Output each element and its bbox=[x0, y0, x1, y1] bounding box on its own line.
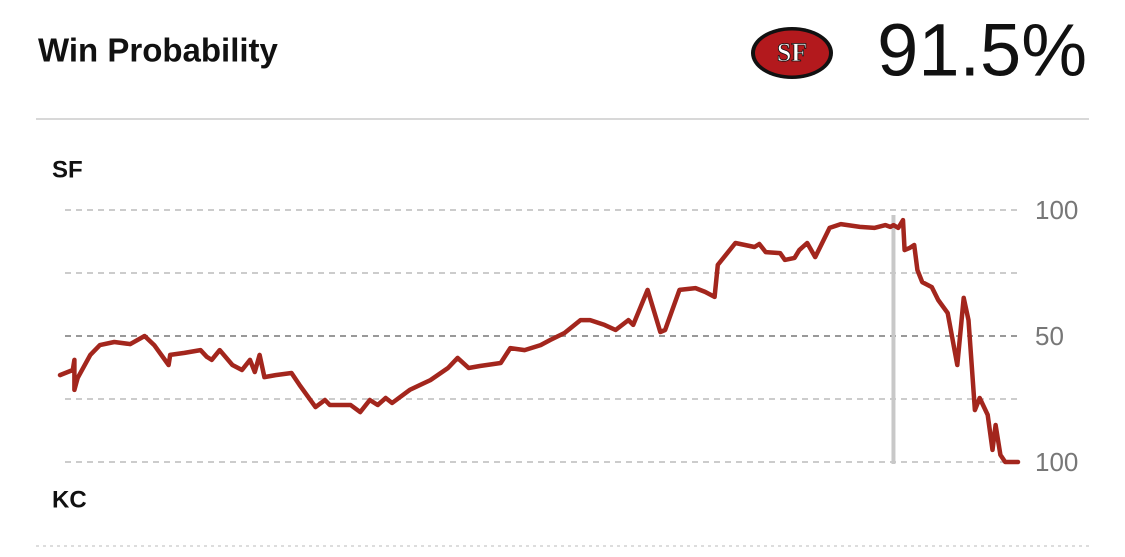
team-logo: SF bbox=[751, 27, 833, 79]
logo-inner bbox=[755, 30, 829, 76]
current-win-probability: 91.5% bbox=[877, 9, 1087, 92]
card-title: Win Probability bbox=[38, 32, 279, 69]
y-tick-label: 100 bbox=[1035, 195, 1078, 225]
logo-text: SF bbox=[777, 38, 807, 67]
y-tick-label: 50 bbox=[1035, 321, 1064, 351]
win-probability-line bbox=[57, 217, 1021, 465]
bottom-team-label: KC bbox=[52, 486, 87, 513]
top-team-label: SF bbox=[52, 156, 83, 183]
y-tick-label: 100 bbox=[1035, 447, 1078, 477]
